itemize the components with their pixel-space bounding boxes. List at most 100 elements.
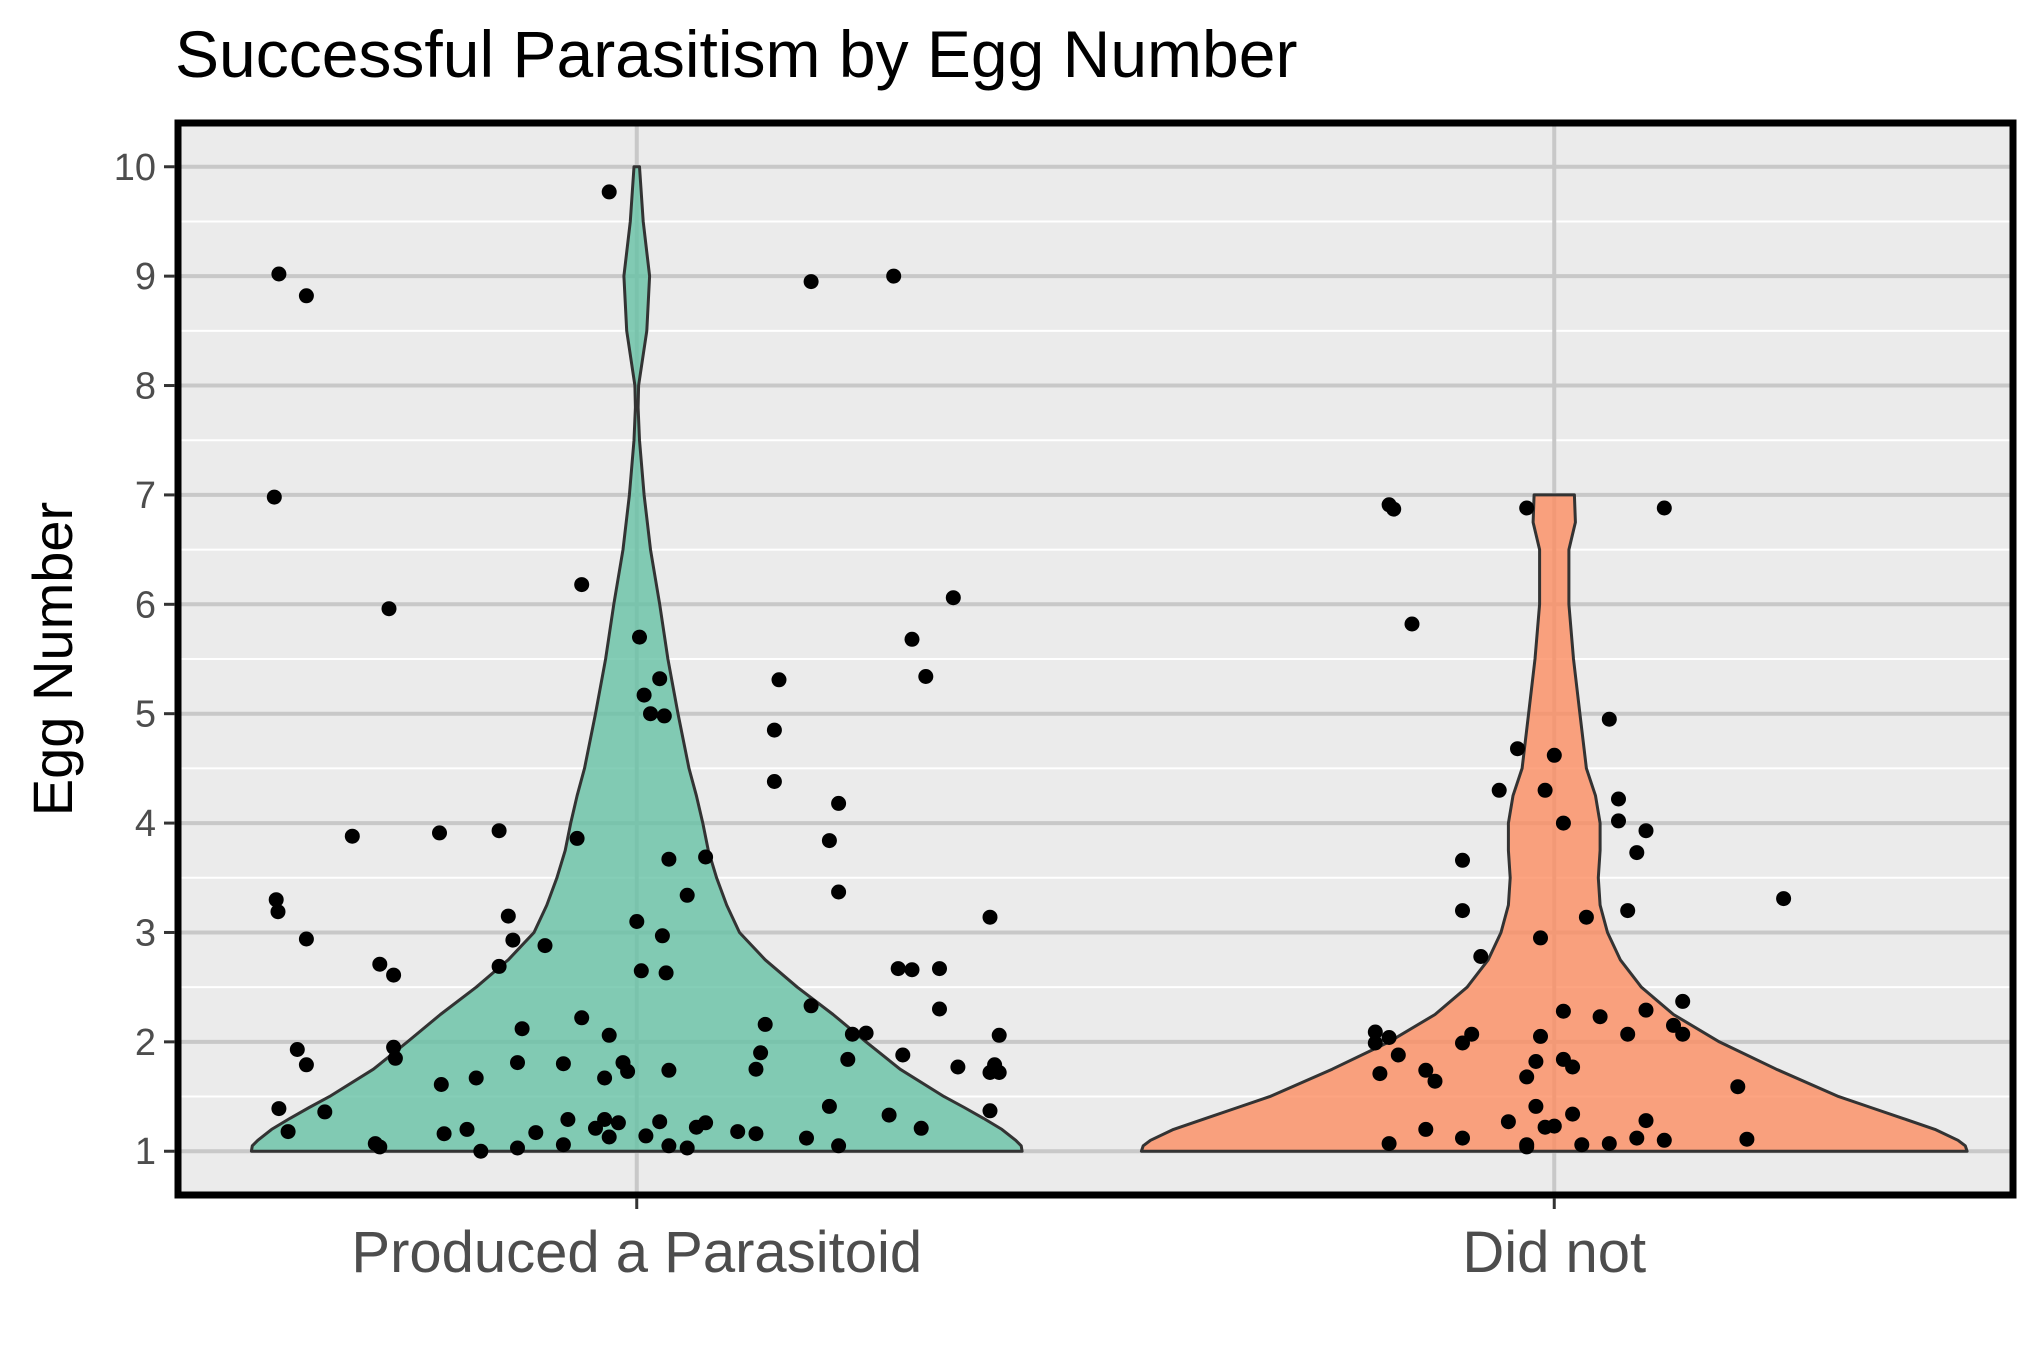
data-point: [1739, 1131, 1755, 1147]
data-point: [560, 1112, 576, 1127]
violins: [249, 165, 1969, 1153]
data-point: [1546, 1118, 1562, 1134]
data-point: [661, 1138, 677, 1154]
data-point: [1592, 1009, 1608, 1025]
data-point: [459, 1121, 475, 1137]
data-point: [636, 687, 652, 703]
data-point: [661, 1062, 677, 1078]
data-point: [766, 774, 782, 789]
data-point: [1404, 616, 1420, 632]
data-point: [656, 708, 672, 724]
data-point: [289, 1042, 305, 1057]
data-point: [1455, 903, 1470, 919]
data-point: [436, 1126, 452, 1142]
data-point: [601, 184, 617, 200]
data-point: [840, 1051, 856, 1067]
data-point: [528, 1125, 544, 1141]
data-point: [344, 828, 360, 844]
y-axis-title: Egg Number: [21, 502, 84, 816]
y-tick-label: 2: [135, 1022, 156, 1064]
data-point: [890, 961, 906, 977]
y-tick-label: 1: [135, 1131, 156, 1173]
data-point: [610, 1115, 626, 1131]
y-tick-label: 5: [135, 694, 156, 736]
data-point: [1620, 1026, 1636, 1042]
data-point: [280, 1124, 296, 1140]
data-point: [698, 849, 714, 865]
violin-did-not: [1139, 493, 1969, 1153]
data-point: [757, 1016, 773, 1032]
data-point: [1455, 852, 1470, 868]
data-point: [982, 909, 998, 925]
data-point: [1629, 845, 1645, 861]
data-point: [514, 1021, 530, 1037]
data-point: [555, 1056, 571, 1072]
data-point: [1367, 1035, 1383, 1051]
data-point: [1427, 1073, 1443, 1089]
data-point: [1611, 791, 1626, 807]
data-point: [661, 851, 677, 867]
data-point: [574, 577, 590, 593]
data-point: [433, 1077, 449, 1092]
data-point: [748, 1126, 764, 1142]
data-point: [1574, 1137, 1590, 1153]
data-point: [468, 1070, 484, 1086]
data-point: [1666, 1017, 1681, 1033]
data-point: [372, 956, 388, 972]
data-point: [803, 998, 819, 1014]
data-point: [1620, 903, 1636, 919]
data-point: [1638, 823, 1654, 839]
data-point: [886, 268, 902, 284]
data-point: [1533, 1028, 1548, 1044]
data-point: [913, 1120, 929, 1136]
data-point: [1372, 1066, 1388, 1082]
data-point: [1418, 1121, 1434, 1137]
data-point: [620, 1063, 636, 1079]
data-point: [537, 938, 553, 954]
data-point: [932, 1001, 947, 1017]
data-point: [881, 1107, 897, 1123]
data-point: [1500, 1114, 1516, 1130]
jitter-points: [266, 184, 1792, 1159]
data-point: [1519, 1137, 1535, 1153]
data-point: [491, 823, 507, 839]
data-point: [574, 1010, 590, 1026]
data-point: [569, 830, 585, 846]
data-point: [1638, 1113, 1654, 1129]
data-point: [803, 274, 819, 290]
x-tick-label: Produced a Parasitoid: [351, 1220, 922, 1285]
data-point: [298, 288, 314, 304]
data-point: [844, 1026, 860, 1042]
data-point: [753, 1045, 769, 1061]
data-point: [904, 962, 920, 978]
y-tick-label: 4: [135, 803, 156, 845]
data-point: [473, 1143, 489, 1159]
y-tick-label: 7: [135, 475, 156, 517]
data-point: [895, 1047, 911, 1063]
data-point: [945, 590, 961, 606]
data-point: [510, 1140, 525, 1156]
data-point: [1537, 782, 1553, 798]
data-point: [1519, 500, 1535, 516]
data-point: [372, 1139, 388, 1155]
data-point: [1578, 909, 1594, 925]
data-point: [1638, 1002, 1654, 1018]
data-point: [1473, 949, 1489, 964]
data-point: [1464, 1026, 1480, 1042]
data-point: [601, 1129, 617, 1145]
data-point: [632, 629, 647, 645]
data-point: [730, 1124, 746, 1140]
data-point: [950, 1059, 966, 1075]
data-point: [654, 928, 670, 944]
data-point: [698, 1115, 714, 1131]
data-point: [1533, 930, 1548, 946]
data-point: [1528, 1054, 1544, 1069]
data-point: [1565, 1059, 1581, 1075]
data-point: [991, 1027, 1007, 1043]
data-point: [991, 1065, 1007, 1080]
x-tick-label: Did not: [1462, 1220, 1646, 1285]
data-point: [633, 963, 649, 979]
data-point: [629, 914, 645, 929]
data-point: [1381, 1030, 1397, 1045]
